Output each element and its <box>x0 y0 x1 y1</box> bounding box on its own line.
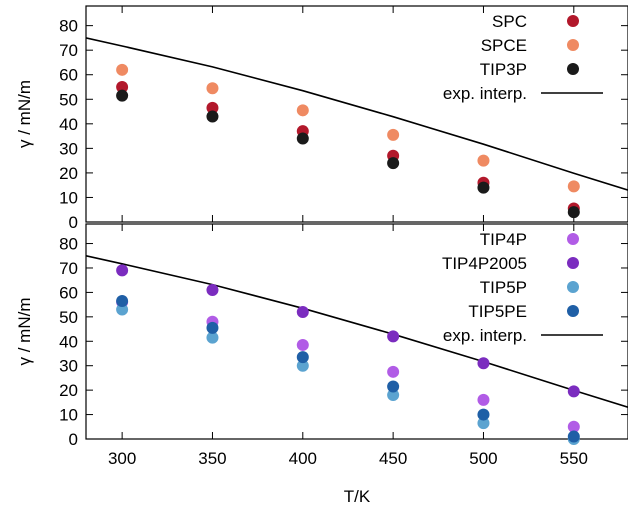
legend-marker <box>567 281 579 293</box>
data-point-spce <box>477 154 490 167</box>
data-point-spce <box>567 180 580 193</box>
legend-marker <box>567 63 579 75</box>
data-point-tip3p <box>116 89 129 102</box>
legend-label: TIP4P2005 <box>442 254 527 273</box>
plot-frame <box>85 223 628 440</box>
data-point-tip5p <box>116 303 129 316</box>
chart-panel-top: 0 10 20 30 40 50 60 70 80 γ / mN/m SPC SPCE TIP3P exp… <box>15 5 628 232</box>
legend-label: TIP5PE <box>468 302 527 321</box>
y-tick-label: 10 <box>59 188 78 207</box>
data-point-tip5p <box>296 359 309 372</box>
legend-entry: TIP4P2005 <box>442 254 579 273</box>
data-point-tip3p <box>206 110 219 123</box>
data-point-tip4p <box>567 420 580 433</box>
data-point-spce <box>116 63 129 76</box>
data-point-spce <box>206 82 219 95</box>
y-tick-label: 30 <box>59 139 78 158</box>
data-point-tip3p <box>296 132 309 145</box>
y-tick-label: 60 <box>59 66 78 85</box>
legend-label: exp. interp. <box>443 326 527 345</box>
legend-marker <box>567 233 579 245</box>
y-tick-label: 40 <box>59 332 78 351</box>
data-point-tip4p2005 <box>296 305 309 318</box>
legend-label: exp. interp. <box>443 84 527 103</box>
data-point-tip5p <box>477 417 490 430</box>
y-tick-label: 20 <box>59 164 78 183</box>
series-tip3p <box>116 89 580 219</box>
plot-frame <box>85 5 628 223</box>
series-tip5pe <box>116 294 580 443</box>
legend-marker <box>567 257 579 269</box>
y-tick-label: 20 <box>59 381 78 400</box>
data-point-tip4p <box>387 365 400 378</box>
y-tick-label: 40 <box>59 115 78 134</box>
y-tick-label: 30 <box>59 357 78 376</box>
data-point-tip4p2005 <box>206 283 219 296</box>
legend-entry: TIP5P <box>480 278 579 297</box>
series-spce <box>116 63 580 193</box>
data-point-tip5pe <box>206 321 219 334</box>
legend-marker <box>567 305 579 317</box>
data-point-tip4p2005 <box>567 385 580 398</box>
y-tick-label: 0 <box>69 430 78 449</box>
data-point-tip5pe <box>477 408 490 421</box>
data-point-tip5pe <box>567 430 580 443</box>
legend-entry: exp. interp. <box>443 84 603 103</box>
legend-marker <box>567 15 579 27</box>
data-point-spce <box>387 128 400 141</box>
y-tick-label: 80 <box>59 17 78 36</box>
data-point-tip5pe <box>296 351 309 364</box>
series-tip5p <box>116 303 580 445</box>
y-tick-label: 10 <box>59 406 78 425</box>
exp-interp-line <box>86 255 628 408</box>
y-tick-label: 80 <box>59 235 78 254</box>
data-point-tip5pe <box>116 294 129 307</box>
data-point-tip4p2005 <box>116 264 129 277</box>
legend-marker <box>567 39 579 51</box>
x-tick-label: 500 <box>469 449 497 468</box>
x-tick-label: 400 <box>289 449 317 468</box>
y-tick-label: 0 <box>69 213 78 232</box>
x-tick-label: 450 <box>379 449 407 468</box>
x-tick-label: 300 <box>108 449 136 468</box>
legend-entry: TIP4P <box>480 230 579 249</box>
y-tick-label: 70 <box>59 259 78 278</box>
x-axis-label: T/K <box>344 487 371 506</box>
data-point-tip3p <box>387 157 400 170</box>
data-point-tip4p2005 <box>477 357 490 370</box>
x-tick-label: 350 <box>198 449 226 468</box>
y-tick-label: 50 <box>59 90 78 109</box>
legend-entry: TIP3P <box>480 60 579 79</box>
data-point-spc <box>116 81 129 93</box>
data-point-tip5pe <box>387 380 400 393</box>
legend-label: TIP5P <box>480 278 527 297</box>
data-point-tip4p <box>477 393 490 406</box>
series-tip4p2005 <box>116 264 580 398</box>
y-tick-label: 60 <box>59 283 78 302</box>
legend-entry: TIP5PE <box>468 302 579 321</box>
y-axis-label: γ / mN/m <box>15 298 34 366</box>
legend-entry: SPC <box>492 12 579 31</box>
data-point-spc <box>206 101 219 114</box>
legend-entry: exp. interp. <box>443 326 603 345</box>
y-tick-label: 50 <box>59 308 78 327</box>
data-point-tip5p <box>387 389 400 402</box>
x-tick-label: 550 <box>560 449 588 468</box>
legend-label: TIP4P <box>480 230 527 249</box>
exp-interp-line <box>86 37 628 191</box>
data-point-tip4p <box>296 338 309 351</box>
legend-label: SPC <box>492 12 527 31</box>
data-point-tip5p <box>206 331 219 344</box>
y-axis-label: γ / mN/m <box>15 80 34 148</box>
data-point-tip3p <box>567 206 580 219</box>
legend-label: TIP3P <box>480 60 527 79</box>
legend-entry: SPCE <box>481 36 579 55</box>
data-point-tip4p2005 <box>387 330 400 343</box>
data-point-tip3p <box>477 181 490 194</box>
legend-label: SPCE <box>481 36 527 55</box>
data-point-spce <box>296 104 309 117</box>
chart-panel-bottom: 0 10 20 30 40 50 60 70 80 300 350 400 450 500 550 γ / m… <box>15 223 628 506</box>
y-tick-label: 70 <box>59 41 78 60</box>
